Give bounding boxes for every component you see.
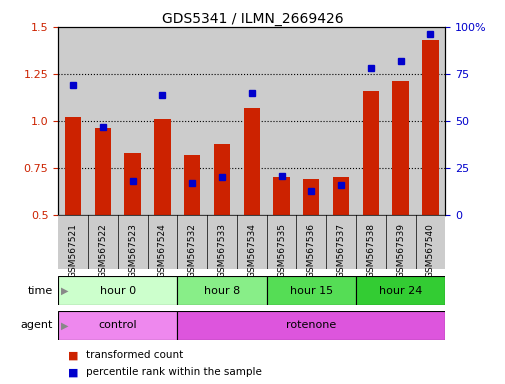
Text: rotenone: rotenone bbox=[286, 320, 336, 331]
Text: GDS5341 / ILMN_2669426: GDS5341 / ILMN_2669426 bbox=[162, 12, 343, 25]
Text: GSM567521: GSM567521 bbox=[69, 223, 77, 278]
Bar bbox=[355, 215, 385, 269]
Bar bbox=[124, 153, 140, 215]
Bar bbox=[236, 215, 266, 269]
Text: GSM567539: GSM567539 bbox=[395, 223, 405, 278]
Bar bbox=[207, 215, 236, 269]
Bar bbox=[213, 144, 230, 215]
Bar bbox=[392, 81, 408, 215]
Text: agent: agent bbox=[21, 320, 53, 331]
Text: GSM567523: GSM567523 bbox=[128, 223, 137, 278]
Text: hour 24: hour 24 bbox=[378, 286, 422, 296]
Text: GSM567533: GSM567533 bbox=[217, 223, 226, 278]
Bar bbox=[385, 27, 415, 215]
Text: GSM567540: GSM567540 bbox=[425, 223, 434, 278]
Bar bbox=[385, 215, 415, 269]
Bar bbox=[296, 215, 326, 269]
Text: GSM567536: GSM567536 bbox=[306, 223, 315, 278]
Text: hour 8: hour 8 bbox=[204, 286, 239, 296]
Bar bbox=[296, 27, 326, 215]
FancyBboxPatch shape bbox=[177, 311, 444, 340]
Bar bbox=[65, 117, 81, 215]
Bar bbox=[362, 91, 378, 215]
Bar bbox=[415, 27, 444, 215]
Bar bbox=[421, 40, 438, 215]
Bar bbox=[207, 27, 236, 215]
Text: hour 0: hour 0 bbox=[99, 286, 135, 296]
Text: ▶: ▶ bbox=[61, 320, 68, 331]
Text: control: control bbox=[98, 320, 137, 331]
Bar bbox=[147, 27, 177, 215]
Text: GSM567538: GSM567538 bbox=[366, 223, 375, 278]
FancyBboxPatch shape bbox=[58, 311, 177, 340]
Bar bbox=[118, 215, 147, 269]
Text: GSM567537: GSM567537 bbox=[336, 223, 345, 278]
Bar bbox=[243, 108, 260, 215]
Text: ■: ■ bbox=[68, 367, 79, 377]
Bar bbox=[326, 215, 355, 269]
Bar bbox=[154, 119, 170, 215]
Bar bbox=[118, 27, 147, 215]
Text: hour 15: hour 15 bbox=[289, 286, 332, 296]
Text: ▶: ▶ bbox=[61, 286, 68, 296]
FancyBboxPatch shape bbox=[177, 276, 266, 305]
Bar bbox=[94, 129, 111, 215]
Bar bbox=[302, 179, 319, 215]
Text: GSM567534: GSM567534 bbox=[247, 223, 256, 278]
Bar bbox=[415, 215, 444, 269]
Text: GSM567532: GSM567532 bbox=[187, 223, 196, 278]
Bar bbox=[88, 27, 118, 215]
Text: GSM567535: GSM567535 bbox=[276, 223, 285, 278]
Bar bbox=[177, 27, 207, 215]
Bar bbox=[236, 27, 266, 215]
Bar bbox=[266, 27, 296, 215]
Text: GSM567522: GSM567522 bbox=[98, 223, 107, 278]
Bar bbox=[177, 215, 207, 269]
Bar bbox=[58, 27, 88, 215]
FancyBboxPatch shape bbox=[355, 276, 444, 305]
Text: transformed count: transformed count bbox=[86, 350, 183, 360]
Bar bbox=[266, 215, 296, 269]
Bar bbox=[355, 27, 385, 215]
FancyBboxPatch shape bbox=[266, 276, 355, 305]
Bar bbox=[147, 215, 177, 269]
Text: percentile rank within the sample: percentile rank within the sample bbox=[86, 367, 262, 377]
Bar bbox=[332, 177, 348, 215]
Bar bbox=[88, 215, 118, 269]
Text: GSM567524: GSM567524 bbox=[158, 223, 167, 278]
Bar bbox=[273, 177, 289, 215]
Text: time: time bbox=[28, 286, 53, 296]
Bar bbox=[184, 155, 200, 215]
Bar bbox=[58, 215, 88, 269]
Text: ■: ■ bbox=[68, 350, 79, 360]
Bar bbox=[326, 27, 355, 215]
FancyBboxPatch shape bbox=[58, 276, 177, 305]
